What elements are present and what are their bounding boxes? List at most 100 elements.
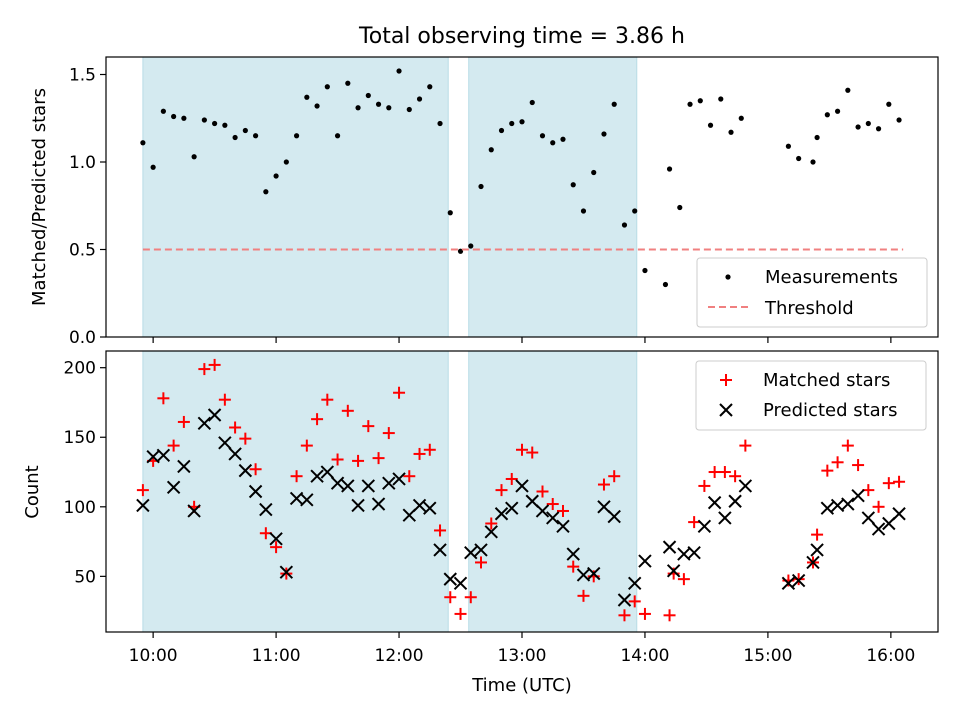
predicted-stars-point-45 [587, 566, 601, 581]
predicted-stars-point-31 [443, 572, 457, 586]
matched-stars-point-40 [536, 485, 549, 498]
x-tick-label: 12:00 [375, 646, 424, 666]
bottom-legend: Matched stars Predicted stars [695, 360, 927, 431]
predicted-stars-point-60 [781, 576, 796, 591]
matched-stars-point-39 [526, 446, 539, 459]
matched-stars-point-28 [413, 447, 426, 460]
matched-stars-point-23 [362, 420, 375, 433]
measurements-point-26 [396, 68, 402, 74]
predicted-stars-point-4 [166, 480, 181, 495]
measurements-point-64 [824, 112, 830, 118]
matched-stars-point-43 [567, 560, 580, 573]
predicted-stars-point-32 [453, 576, 468, 591]
predicted-stars-point-71 [892, 507, 906, 521]
predicted-stars-point-66 [841, 497, 855, 511]
predicted-stars-point-13 [259, 502, 273, 517]
measurements-point-56 [707, 122, 714, 128]
matched-stars-point-63 [811, 528, 824, 541]
matched-stars-point-51 [663, 609, 676, 622]
predicted-stars-point-47 [607, 509, 621, 524]
predicted-stars-point-22 [351, 498, 365, 513]
x-tick-label: 10:00 [129, 646, 178, 666]
predicted-stars-point-69 [871, 522, 886, 536]
measurements-point-70 [886, 101, 892, 107]
measurements-point-68 [865, 120, 871, 127]
matched-stars-point-1 [136, 484, 149, 497]
matched-stars-point-10 [229, 421, 242, 434]
top-highlight-band-2 [468, 56, 638, 338]
top-y-tick-label: 1.5 [69, 66, 96, 86]
matched-stars-point-42 [556, 504, 569, 517]
measurements-point-10 [232, 134, 238, 141]
matched-stars-point-9 [218, 393, 231, 406]
matched-stars-point-5 [177, 415, 190, 428]
top-legend-box [696, 257, 928, 328]
predicted-stars-point-63 [810, 543, 824, 557]
predicted-stars-point-14 [269, 532, 283, 546]
bottom-y-tick-label: 100 [64, 498, 96, 518]
matched-stars-point-26 [393, 386, 406, 399]
measurements-point-1 [140, 140, 146, 146]
x-axis-label: Time (UTC) [471, 675, 572, 696]
matched-stars-point-46 [597, 478, 610, 491]
top-y-tick-label: 1.0 [69, 153, 96, 173]
measurements-point-59 [738, 115, 744, 121]
bottom-highlight-band-1 [142, 350, 449, 633]
predicted-stars-point-59 [738, 479, 753, 493]
measurements-point-16 [293, 133, 300, 139]
measurements-point-25 [386, 105, 392, 111]
measurements-point-18 [314, 103, 320, 109]
matched-stars-point-30 [434, 524, 447, 537]
predicted-stars-point-35 [484, 525, 498, 539]
measurements-point-20 [334, 133, 341, 139]
measurements-point-12 [252, 133, 259, 139]
bottom-y-tick-label: 50 [74, 567, 96, 587]
top-y-tick-label: 0.0 [69, 328, 96, 348]
measurements-point-24 [375, 101, 382, 107]
predicted-stars-point-62 [806, 555, 820, 570]
measurements-point-11 [242, 127, 248, 134]
predicted-stars-point-5 [177, 459, 191, 474]
predicted-stars-point-26 [392, 472, 406, 486]
predicted-stars-point-48 [617, 593, 632, 607]
measurements-point-52 [666, 166, 673, 172]
bottom-legend-box [695, 360, 927, 431]
measurements-point-50 [642, 267, 648, 274]
measurements-point-58 [728, 129, 734, 135]
bottom-y-axis-label: Count [22, 465, 43, 518]
measurements-point-32 [457, 248, 464, 254]
chart-title: Total observing time = 3.86 h [358, 24, 685, 49]
top-y-tick-label: 0.5 [69, 241, 96, 261]
measurements-point-67 [855, 124, 861, 130]
matched-stars-point-66 [841, 439, 854, 452]
predicted-stars-point-55 [697, 519, 712, 533]
measurements-point-8 [212, 120, 218, 127]
predicted-stars-point-40 [535, 504, 550, 518]
measurements-point-44 [580, 208, 587, 214]
matched-stars-point-4 [167, 439, 180, 452]
predicted-stars-point-34 [474, 543, 488, 557]
bottom-y-tick-label: 200 [64, 359, 96, 379]
predicted-stars-point-64 [820, 501, 835, 515]
matched-stars-point-7 [198, 363, 211, 376]
measurements-point-3 [160, 108, 166, 114]
measurements-point-40 [539, 133, 546, 139]
matched-stars-point-53 [677, 573, 690, 586]
matched-stars-point-70 [882, 477, 895, 490]
matched-stars-point-56 [708, 466, 721, 479]
matched-stars-point-55 [698, 479, 711, 492]
predicted-stars-point-49 [628, 576, 642, 591]
predicted-stars-point-38 [515, 479, 529, 493]
matched-stars-point-38 [516, 443, 528, 456]
predicted-stars-point-33 [464, 546, 478, 560]
measurements-point-21 [345, 80, 351, 86]
predicted-stars-point-19 [320, 465, 335, 479]
matched-stars-point-47 [608, 470, 621, 483]
matched-stars-point-71 [893, 475, 906, 488]
measurements-point-15 [283, 159, 289, 165]
measurements-point-53 [677, 204, 683, 211]
matched-stars-point-33 [464, 591, 477, 604]
measurements-point-30 [437, 120, 443, 127]
matched-stars-point-29 [423, 443, 436, 456]
